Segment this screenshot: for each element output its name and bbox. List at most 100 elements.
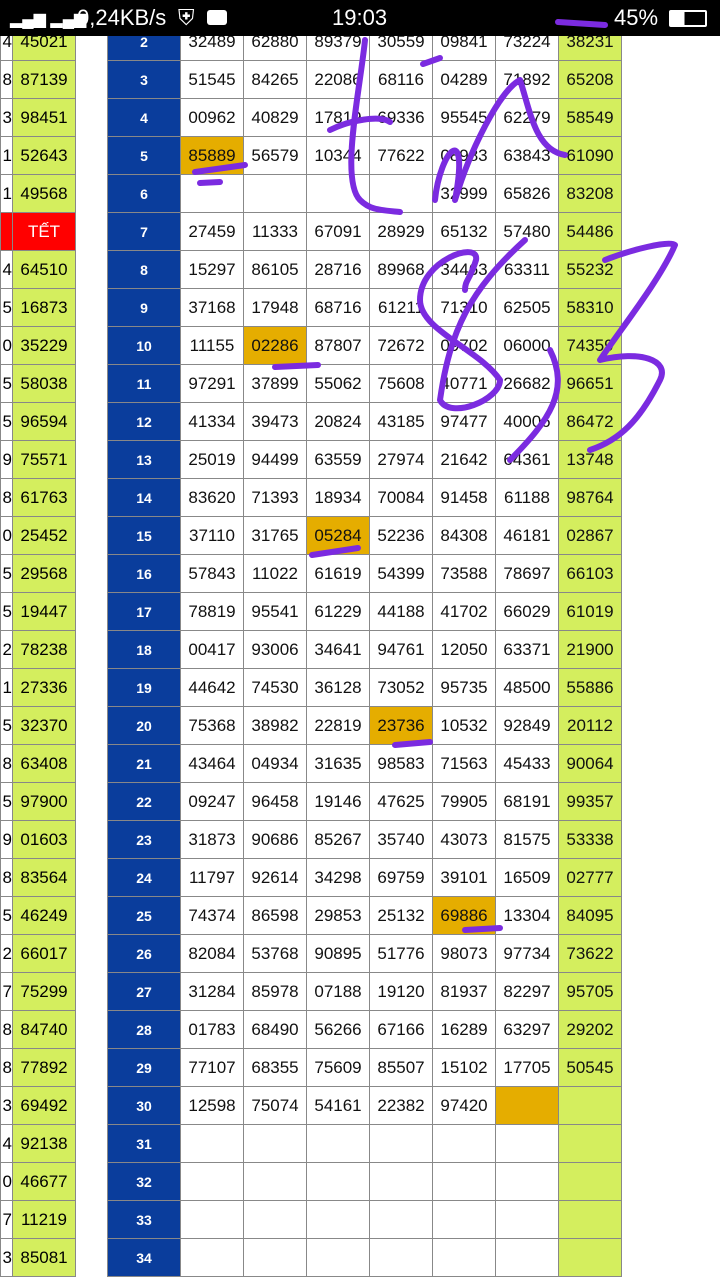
cell-tail-digit: 1 xyxy=(0,174,13,213)
table-row: 0 35229 xyxy=(0,326,76,365)
result-cell: 15102 xyxy=(432,1048,496,1087)
result-cell xyxy=(495,1162,559,1201)
result-cell: 63559 xyxy=(306,440,370,479)
cell-tail-digit: 5 xyxy=(0,782,13,821)
special-cell: 58549 xyxy=(558,98,622,137)
result-cell: 31873 xyxy=(180,820,244,859)
day-number: 9 xyxy=(107,288,181,327)
cell-tail-digit: 1 xyxy=(0,136,13,175)
result-cell: 11022 xyxy=(243,554,307,593)
result-cell: 61188 xyxy=(495,478,559,517)
result-cell xyxy=(495,1124,559,1163)
table-row: 13 25019 94499 63559 27974 21642 64361 13748 xyxy=(107,440,622,479)
result-cell: 85267 xyxy=(306,820,370,859)
result-cell: 00417 xyxy=(180,630,244,669)
day-number: 22 xyxy=(107,782,181,821)
table-row: 5 32370 xyxy=(0,706,76,745)
special-cell: 20112 xyxy=(558,706,622,745)
table-row: 9 75571 xyxy=(0,440,76,479)
highlighted-cell: 05284 xyxy=(306,516,370,555)
result-cell xyxy=(306,1238,370,1277)
cell-tail-digit: 9 xyxy=(0,440,13,479)
result-cell: 56266 xyxy=(306,1010,370,1049)
result-cell xyxy=(180,1238,244,1277)
result-cell: 41702 xyxy=(432,592,496,631)
table-row: 8 61763 xyxy=(0,478,76,517)
result-cell: 36128 xyxy=(306,668,370,707)
result-cell: 95545 xyxy=(432,98,496,137)
result-cell: 38982 xyxy=(243,706,307,745)
day-number: 14 xyxy=(107,478,181,517)
result-cell: 37110 xyxy=(180,516,244,555)
special-cell: 46249 xyxy=(12,896,76,935)
special-cell: 13748 xyxy=(558,440,622,479)
day-number: 5 xyxy=(107,136,181,175)
table-row: 4 64510 xyxy=(0,250,76,289)
result-cell: 92849 xyxy=(495,706,559,745)
table-row: 5 29568 xyxy=(0,554,76,593)
table-row: 33 xyxy=(107,1200,622,1239)
result-cell: 94761 xyxy=(369,630,433,669)
result-cell: 31635 xyxy=(306,744,370,783)
result-cell: 83620 xyxy=(180,478,244,517)
result-cell: 65132 xyxy=(432,212,496,251)
result-cell: 64361 xyxy=(495,440,559,479)
result-cell: 78819 xyxy=(180,592,244,631)
special-cell: 16873 xyxy=(12,288,76,327)
result-cell: 68116 xyxy=(369,60,433,99)
result-cell: 84308 xyxy=(432,516,496,555)
result-cell: 25132 xyxy=(369,896,433,935)
result-cell: 77622 xyxy=(369,136,433,175)
special-cell: 55232 xyxy=(558,250,622,289)
result-cell xyxy=(432,1200,496,1239)
table-row: 1 27336 xyxy=(0,668,76,707)
result-cell: 27974 xyxy=(369,440,433,479)
result-cell: 95541 xyxy=(243,592,307,631)
result-cell: 09702 xyxy=(432,326,496,365)
result-cell: 85978 xyxy=(243,972,307,1011)
result-cell: 73052 xyxy=(369,668,433,707)
day-number: 7 xyxy=(107,212,181,251)
day-number: 28 xyxy=(107,1010,181,1049)
special-cell: 96651 xyxy=(558,364,622,403)
cell-tail-digit: 4 xyxy=(0,250,13,289)
special-cell: 25452 xyxy=(12,516,76,555)
table-row: 27 31284 85978 07188 19120 81937 82297 95705 xyxy=(107,972,622,1011)
result-cell: 78697 xyxy=(495,554,559,593)
cell-tail-digit: 5 xyxy=(0,554,13,593)
table-row: 8 15297 86105 28716 89968 34463 63311 55232 xyxy=(107,250,622,289)
day-number: 24 xyxy=(107,858,181,897)
result-cell: 26682 xyxy=(495,364,559,403)
special-cell xyxy=(558,1200,622,1239)
result-cell xyxy=(180,1124,244,1163)
table-row: 34 xyxy=(107,1238,622,1277)
highlighted-cell xyxy=(495,1086,559,1125)
table-row: 25 74374 86598 29853 25132 69886 13304 84095 xyxy=(107,896,622,935)
table-row: 17 78819 95541 61229 44188 41702 66029 61019 xyxy=(107,592,622,631)
table-row: 28 01783 68490 56266 67166 16289 63297 29202 xyxy=(107,1010,622,1049)
results-table: 2 32489 62880 89379 30559 09841 73224 38231 3 515… xyxy=(107,22,622,1277)
highlighted-cell: 69886 xyxy=(432,896,496,935)
day-number: 29 xyxy=(107,1048,181,1087)
special-cell: 27336 xyxy=(12,668,76,707)
table-row: 8 77892 xyxy=(0,1048,76,1087)
result-cell: 51545 xyxy=(180,60,244,99)
result-cell: 47625 xyxy=(369,782,433,821)
result-cell: 63371 xyxy=(495,630,559,669)
table-row: 16 57843 11022 61619 54399 73588 78697 66103 xyxy=(107,554,622,593)
result-cell: 93006 xyxy=(243,630,307,669)
result-cell: 86598 xyxy=(243,896,307,935)
day-number: 19 xyxy=(107,668,181,707)
table-row: 29 77107 68355 75609 85507 15102 17705 50545 xyxy=(107,1048,622,1087)
result-cell: 75368 xyxy=(180,706,244,745)
special-cell: 19447 xyxy=(12,592,76,631)
result-cell: 73588 xyxy=(432,554,496,593)
special-cell: 01603 xyxy=(12,820,76,859)
result-cell: 94499 xyxy=(243,440,307,479)
special-cell: 29202 xyxy=(558,1010,622,1049)
result-cell: 37899 xyxy=(243,364,307,403)
day-number: 21 xyxy=(107,744,181,783)
signal-icon: ▂▄▆ ▂▄▆ xyxy=(10,11,87,28)
table-row: 26 82084 53768 90895 51776 98073 97734 73622 xyxy=(107,934,622,973)
result-cell xyxy=(180,174,244,213)
